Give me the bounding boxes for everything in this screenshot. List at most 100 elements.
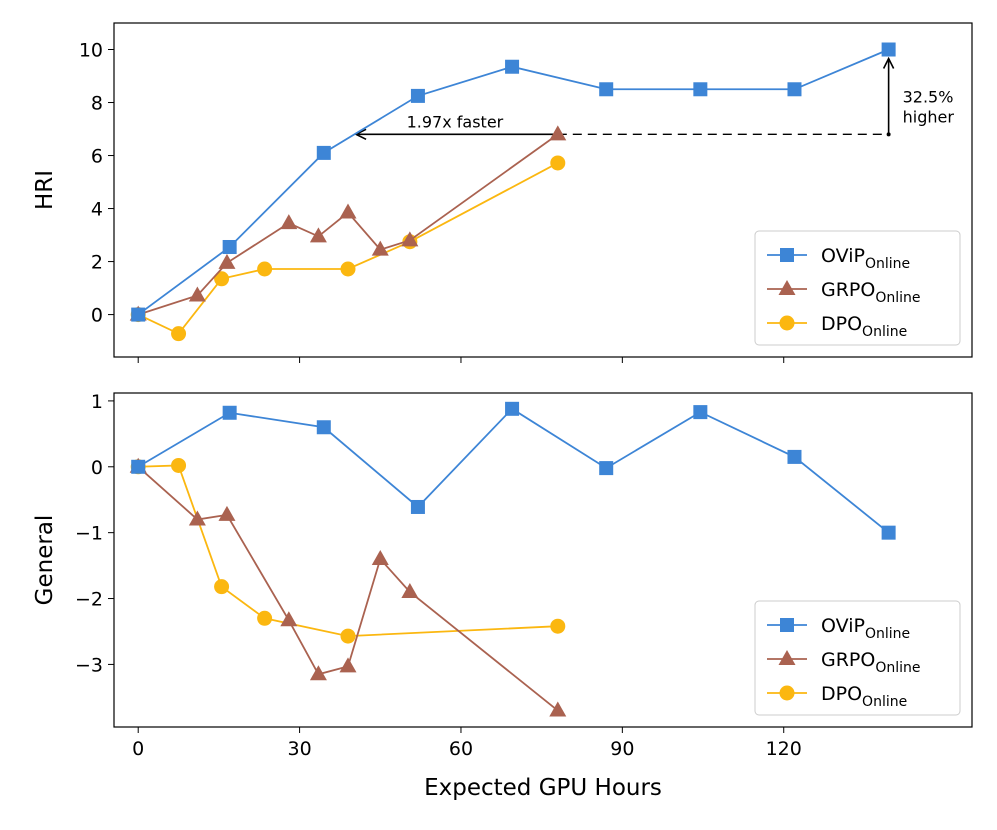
hri-dpo-point — [340, 261, 356, 277]
general-xtick-label: 120 — [766, 738, 802, 760]
general-legend-grpo-label: GRPOOnline — [821, 649, 921, 676]
general-legend-grpo-name: GRPO — [821, 649, 875, 671]
hri-legend-ovip-swatch-marker — [780, 248, 794, 262]
general-grpo-point — [218, 505, 236, 521]
general-legend-dpo-subscript: Online — [862, 694, 907, 710]
general-dpo-point — [214, 579, 230, 595]
general-ovip-point — [410, 499, 425, 514]
general-ovip-point — [787, 449, 802, 464]
higher-annotation-line2: higher — [903, 108, 955, 127]
hri-grpo-point — [188, 286, 206, 302]
hri-ytick-label: 6 — [91, 146, 103, 168]
hri-ovip-point — [131, 307, 146, 322]
hri-grpo-line — [137, 133, 559, 316]
hri-legend-ovip-name: OViP — [821, 245, 865, 267]
general-ovip-point — [222, 405, 237, 420]
general-ovip-point — [505, 401, 520, 416]
hri-dpo-point — [257, 261, 273, 277]
hri-legend-grpo-label: GRPOOnline — [821, 279, 921, 306]
general-legend-dpo-label: DPOOnline — [821, 683, 907, 710]
general-legend-ovip-subscript: Online — [865, 626, 910, 642]
general-legend-box — [754, 600, 961, 716]
general-xlabel: Expected GPU Hours — [424, 775, 662, 801]
hri-ytick-label: 2 — [91, 252, 103, 274]
general-grpo-point — [371, 550, 389, 566]
hri-grpo-point — [339, 203, 357, 219]
hri-ytick-label: 8 — [91, 93, 103, 115]
hri-dpo-point — [171, 326, 187, 342]
hri-legend-ovip-label: OViPOnline — [821, 245, 910, 272]
hri-dpo-point — [214, 271, 230, 287]
general-ylabel: General — [32, 515, 58, 606]
hri-plot-frame — [113, 22, 973, 358]
general-grpo-point — [188, 510, 206, 526]
general-xtick-label: 0 — [132, 738, 144, 760]
hri-dpo-line — [137, 162, 559, 335]
hri-legend-dpo-label: DPOOnline — [821, 313, 907, 340]
general-grpo-point — [549, 701, 567, 717]
general-legend-dpo-swatch-marker — [779, 685, 795, 701]
hri-legend-grpo-subscript: Online — [875, 290, 920, 306]
general-ovip-point — [131, 459, 146, 474]
general-dpo-point — [257, 610, 273, 626]
general-legend-dpo-name: DPO — [821, 683, 862, 705]
general-xtick-label: 90 — [610, 738, 634, 760]
general-ovip-point — [316, 420, 331, 435]
general-ytick-label: 1 — [91, 391, 103, 413]
hri-grpo-point — [218, 253, 236, 269]
general-ovip-point — [693, 405, 708, 420]
general-panel: 0 30 60 90 120 −3 −2 −1 0 1 General Expected GPU Ho… — [32, 391, 973, 801]
general-ytick-label: −2 — [75, 589, 103, 611]
general-dpo-point — [340, 628, 356, 644]
hri-ytick-label: 4 — [91, 199, 103, 221]
general-ovip-point — [881, 525, 896, 540]
hri-legend-dpo-subscript: Online — [862, 324, 907, 340]
general-dpo-line — [138, 464, 558, 637]
general-ytick-label: −1 — [75, 523, 103, 545]
general-grpo-point — [280, 611, 298, 627]
hri-ovip-point — [222, 239, 237, 254]
hri-ytick-label: 0 — [91, 305, 103, 327]
higher-arrow-head — [882, 56, 895, 69]
hri-legend-box — [754, 230, 961, 346]
general-xtick-label: 30 — [287, 738, 311, 760]
general-plot-frame — [113, 392, 973, 728]
hri-grpo-point — [371, 240, 389, 256]
hri-legend-grpo-swatch-marker — [778, 280, 796, 295]
hri-grpo-point — [549, 125, 567, 141]
faster-annotation: 1.97x faster — [407, 112, 504, 131]
hri-grpo-point — [401, 231, 419, 247]
hri-ylabel: HRI — [32, 170, 58, 210]
hri-ovip-point — [881, 42, 896, 57]
hri-dpo-point — [550, 155, 566, 171]
hri-ovip-point — [599, 82, 614, 97]
higher-arrow-base — [886, 132, 891, 137]
hri-ytick-label: 10 — [79, 40, 103, 62]
general-grpo-point — [401, 582, 419, 598]
general-legend-ovip-label: OViPOnline — [821, 615, 910, 642]
general-legend-ovip-swatch-marker — [780, 618, 794, 632]
higher-annotation-line1: 32.5% — [903, 88, 954, 107]
hri-ovip-point — [693, 82, 708, 97]
hri-ovip-point — [316, 145, 331, 160]
hri-ovip-point — [505, 59, 520, 74]
general-grpo-point — [339, 657, 357, 673]
hri-grpo-point — [309, 227, 327, 243]
hri-legend-dpo-name: DPO — [821, 313, 862, 335]
hri-ovip-point — [787, 82, 802, 97]
general-legend-ovip-name: OViP — [821, 615, 865, 637]
general-ovip-line — [137, 407, 890, 534]
general-grpo-point — [309, 665, 327, 681]
hri-legend-grpo-name: GRPO — [821, 279, 875, 301]
general-ytick-label: 0 — [91, 457, 103, 479]
general-dpo-point — [550, 618, 566, 634]
general-ovip-point — [599, 461, 614, 476]
general-ytick-label: −3 — [75, 654, 103, 676]
hri-legend-ovip-subscript: Online — [865, 256, 910, 272]
general-legend-grpo-subscript: Online — [875, 660, 920, 676]
general-dpo-point — [171, 457, 187, 473]
